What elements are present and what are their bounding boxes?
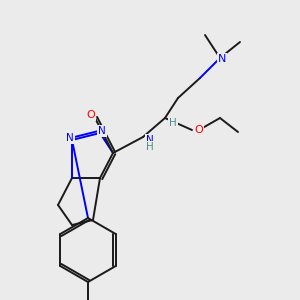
Text: H: H bbox=[169, 118, 177, 128]
Text: N: N bbox=[218, 54, 226, 64]
Text: H: H bbox=[146, 142, 154, 152]
Text: N: N bbox=[146, 135, 154, 145]
Text: N: N bbox=[98, 126, 106, 136]
Text: O: O bbox=[195, 125, 203, 135]
Text: O: O bbox=[87, 110, 95, 120]
Text: N: N bbox=[66, 133, 74, 143]
